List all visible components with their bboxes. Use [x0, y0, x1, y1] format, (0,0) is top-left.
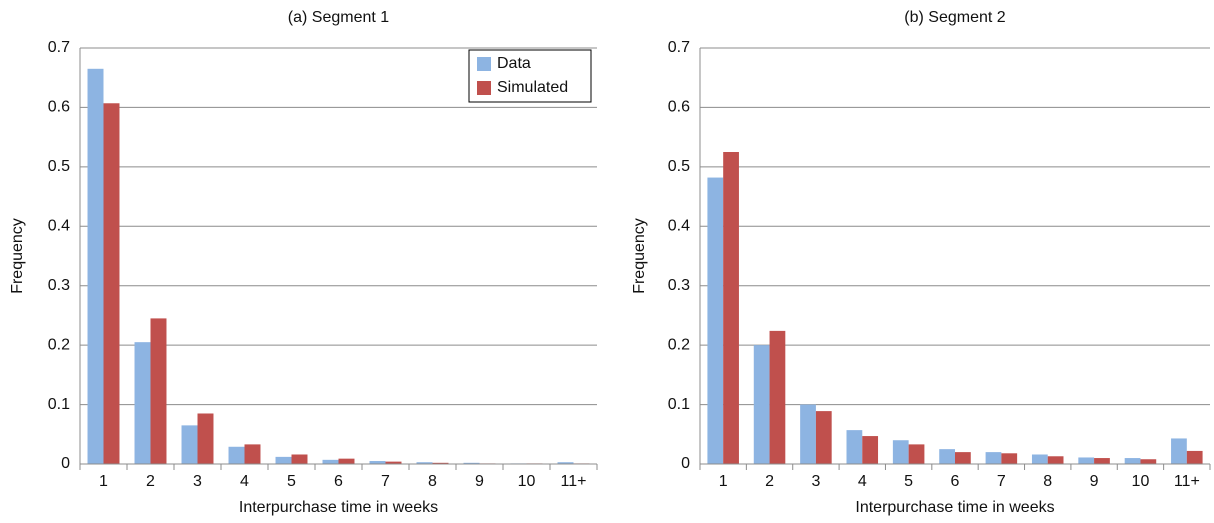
x-tick-label: 2 — [146, 473, 155, 490]
bar — [939, 449, 955, 464]
bar — [463, 462, 480, 464]
x-tick-label: 3 — [811, 473, 820, 490]
bar — [753, 345, 770, 464]
y-tick-label: 0 — [61, 455, 70, 472]
bar — [291, 454, 308, 464]
x-tick-label: 10 — [1132, 473, 1150, 490]
x-tick-label: 11+ — [561, 473, 587, 490]
x-tick-label: 5 — [904, 473, 913, 490]
legend-swatch — [477, 57, 491, 71]
bar — [1171, 438, 1187, 464]
bar — [1094, 458, 1110, 464]
legend-swatch — [477, 81, 491, 95]
x-tick-label: 4 — [858, 473, 867, 490]
bar — [228, 446, 245, 464]
bar — [181, 425, 198, 464]
legend-label: Simulated — [497, 79, 568, 96]
bar — [815, 411, 832, 464]
bar — [385, 461, 402, 464]
bar — [197, 413, 214, 464]
x-tick-label: 6 — [334, 473, 343, 490]
bar — [908, 444, 925, 464]
y-tick-label: 0.7 — [48, 39, 70, 56]
y-axis-label: Frequency — [631, 218, 648, 294]
x-tick-label: 7 — [997, 473, 1006, 490]
x-axis-label: Interpurchase time in weeks — [239, 499, 438, 516]
y-tick-label: 0.3 — [48, 277, 70, 294]
x-tick-label: 7 — [381, 473, 390, 490]
y-tick-label: 0.2 — [48, 336, 70, 353]
chart-title: (b) Segment 2 — [904, 9, 1005, 26]
y-tick-label: 0.5 — [48, 158, 70, 175]
x-tick-label: 9 — [1090, 473, 1099, 490]
bar — [322, 459, 339, 464]
bar — [723, 152, 739, 464]
x-tick-label: 2 — [765, 473, 774, 490]
bar — [955, 452, 971, 464]
bar — [769, 330, 786, 464]
bar — [150, 318, 167, 464]
bar — [103, 103, 120, 465]
x-tick-label: 1 — [719, 473, 728, 490]
y-axis-label: Frequency — [9, 218, 26, 294]
y-tick-label: 0.2 — [668, 336, 690, 353]
bar — [275, 456, 292, 464]
x-tick-label: 1 — [99, 473, 108, 490]
y-tick-label: 0 — [681, 455, 690, 472]
bar — [244, 444, 261, 464]
x-tick-label: 4 — [240, 473, 249, 490]
bar — [1031, 454, 1048, 464]
bar — [432, 462, 449, 464]
y-tick-label: 0.1 — [48, 396, 70, 413]
bar — [557, 462, 574, 464]
x-axis-label: Interpurchase time in weeks — [855, 499, 1054, 516]
y-tick-label: 0.6 — [668, 99, 690, 116]
bar — [1140, 459, 1157, 464]
y-tick-label: 0.3 — [668, 277, 690, 294]
bar — [338, 458, 355, 464]
bar — [862, 436, 879, 464]
bar — [892, 440, 909, 464]
bar — [800, 404, 816, 464]
bar — [416, 462, 433, 464]
x-tick-label: 11+ — [1174, 473, 1200, 490]
bar — [846, 430, 863, 464]
bar — [1078, 457, 1095, 464]
bar — [87, 68, 104, 465]
bar — [134, 342, 151, 464]
bar — [369, 461, 386, 464]
y-tick-label: 0.4 — [668, 218, 690, 235]
bar — [985, 452, 1002, 464]
bar — [707, 177, 724, 464]
x-tick-label: 5 — [287, 473, 296, 490]
y-tick-label: 0.1 — [668, 396, 690, 413]
x-tick-label: 8 — [428, 473, 437, 490]
x-tick-label: 10 — [518, 473, 536, 490]
x-tick-label: 3 — [193, 473, 202, 490]
bar — [1124, 458, 1141, 464]
legend-label: Data — [497, 55, 531, 72]
y-tick-label: 0.7 — [668, 39, 690, 56]
y-tick-label: 0.5 — [668, 158, 690, 175]
bar — [1001, 453, 1018, 464]
bar — [1047, 456, 1064, 464]
y-tick-label: 0.4 — [48, 218, 70, 235]
x-tick-label: 6 — [951, 473, 960, 490]
y-tick-label: 0.6 — [48, 99, 70, 116]
x-tick-label: 9 — [475, 473, 484, 490]
bar — [1186, 450, 1203, 464]
x-tick-label: 8 — [1043, 473, 1052, 490]
chart-title: (a) Segment 1 — [288, 9, 389, 26]
